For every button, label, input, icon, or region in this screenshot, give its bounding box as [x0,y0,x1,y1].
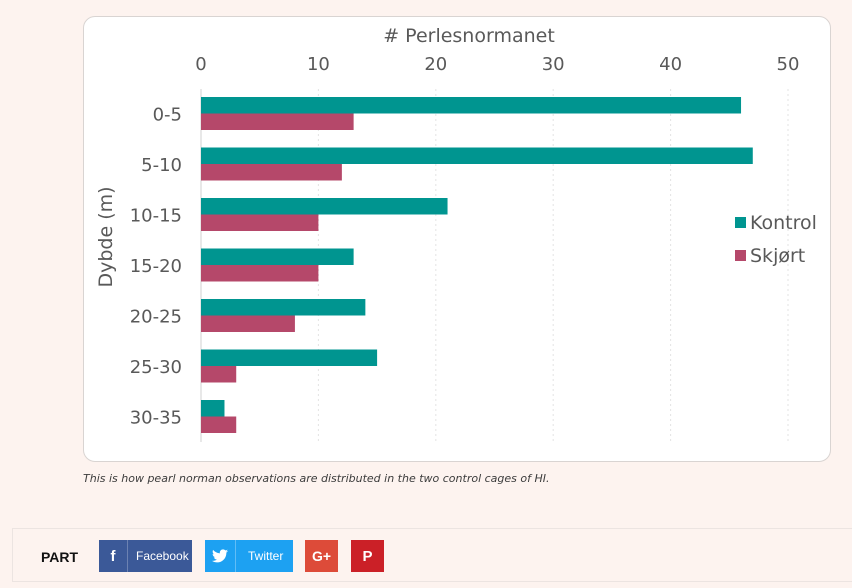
bar-kontrol-20-25 [201,299,366,316]
twitter-share-button[interactable]: Twitter [205,540,293,572]
y-tick-label: 5-10 [141,155,182,176]
bar-skjørt-5-10 [201,164,342,181]
facebook-icon: f [99,540,128,572]
y-tick-label: 30-35 [130,408,182,429]
x-tick-label: 30 [542,54,565,75]
x-axis-title: # Perlesnormanet [383,25,555,47]
grid-lines [317,89,789,442]
bar-skjørt-0-5 [201,113,354,130]
x-tick-label: 0 [195,54,206,75]
x-tick-label: 20 [424,54,447,75]
share-label: PART [41,549,79,565]
bar-skjørt-15-20 [201,265,319,282]
x-tick-label: 50 [777,54,800,75]
twitter-label: Twitter [248,549,284,563]
y-tick-label: 10-15 [130,206,182,227]
bar-chart: 0 10 20 30 40 50 0-5 5-10 10-15 15-20 20-25 25-30 30… [95,25,817,442]
y-tick-label: 20-25 [130,307,182,328]
bar-skjørt-10-15 [201,214,319,231]
tick-labels: 0 10 20 30 40 50 0-5 5-10 10-15 15-20 20-25 25-30 30… [130,54,800,429]
googleplus-share-button[interactable]: G+ [305,540,338,572]
pinterest-share-button[interactable]: P [351,540,384,572]
bar-skjørt-25-30 [201,366,237,383]
facebook-label: Facebook [136,549,189,563]
bar-kontrol-15-20 [201,248,354,265]
x-tick-label: 40 [659,54,682,75]
facebook-share-button[interactable]: f Facebook [99,540,192,572]
twitter-icon [205,540,236,572]
y-tick-label: 25-30 [130,357,182,378]
bar-kontrol-10-15 [201,198,448,215]
legend-label: Skjørt [750,245,805,267]
legend: Kontrol Skjørt [735,212,817,267]
pinterest-icon: P [362,547,373,565]
y-tick-label: 0-5 [153,105,182,126]
share-bar: PART f Facebook Twitter G+ P [12,528,852,582]
bar-kontrol-0-5 [201,97,742,114]
bar-kontrol-30-35 [201,400,225,417]
y-tick-label: 15-20 [130,256,182,277]
legend-swatch [735,217,746,228]
legend-label: Kontrol [750,212,817,234]
bars [201,97,753,433]
figure-caption: This is how pearl norman observations ar… [83,472,550,485]
googleplus-icon: G+ [311,548,332,564]
bar-skjørt-30-35 [201,416,237,433]
y-axis-title: Dybde (m) [95,186,117,287]
legend-swatch [735,250,746,261]
bar-skjørt-20-25 [201,315,295,332]
chart-card [83,16,831,462]
x-tick-label: 10 [307,54,330,75]
bar-kontrol-25-30 [201,349,378,366]
bar-kontrol-5-10 [201,147,753,164]
